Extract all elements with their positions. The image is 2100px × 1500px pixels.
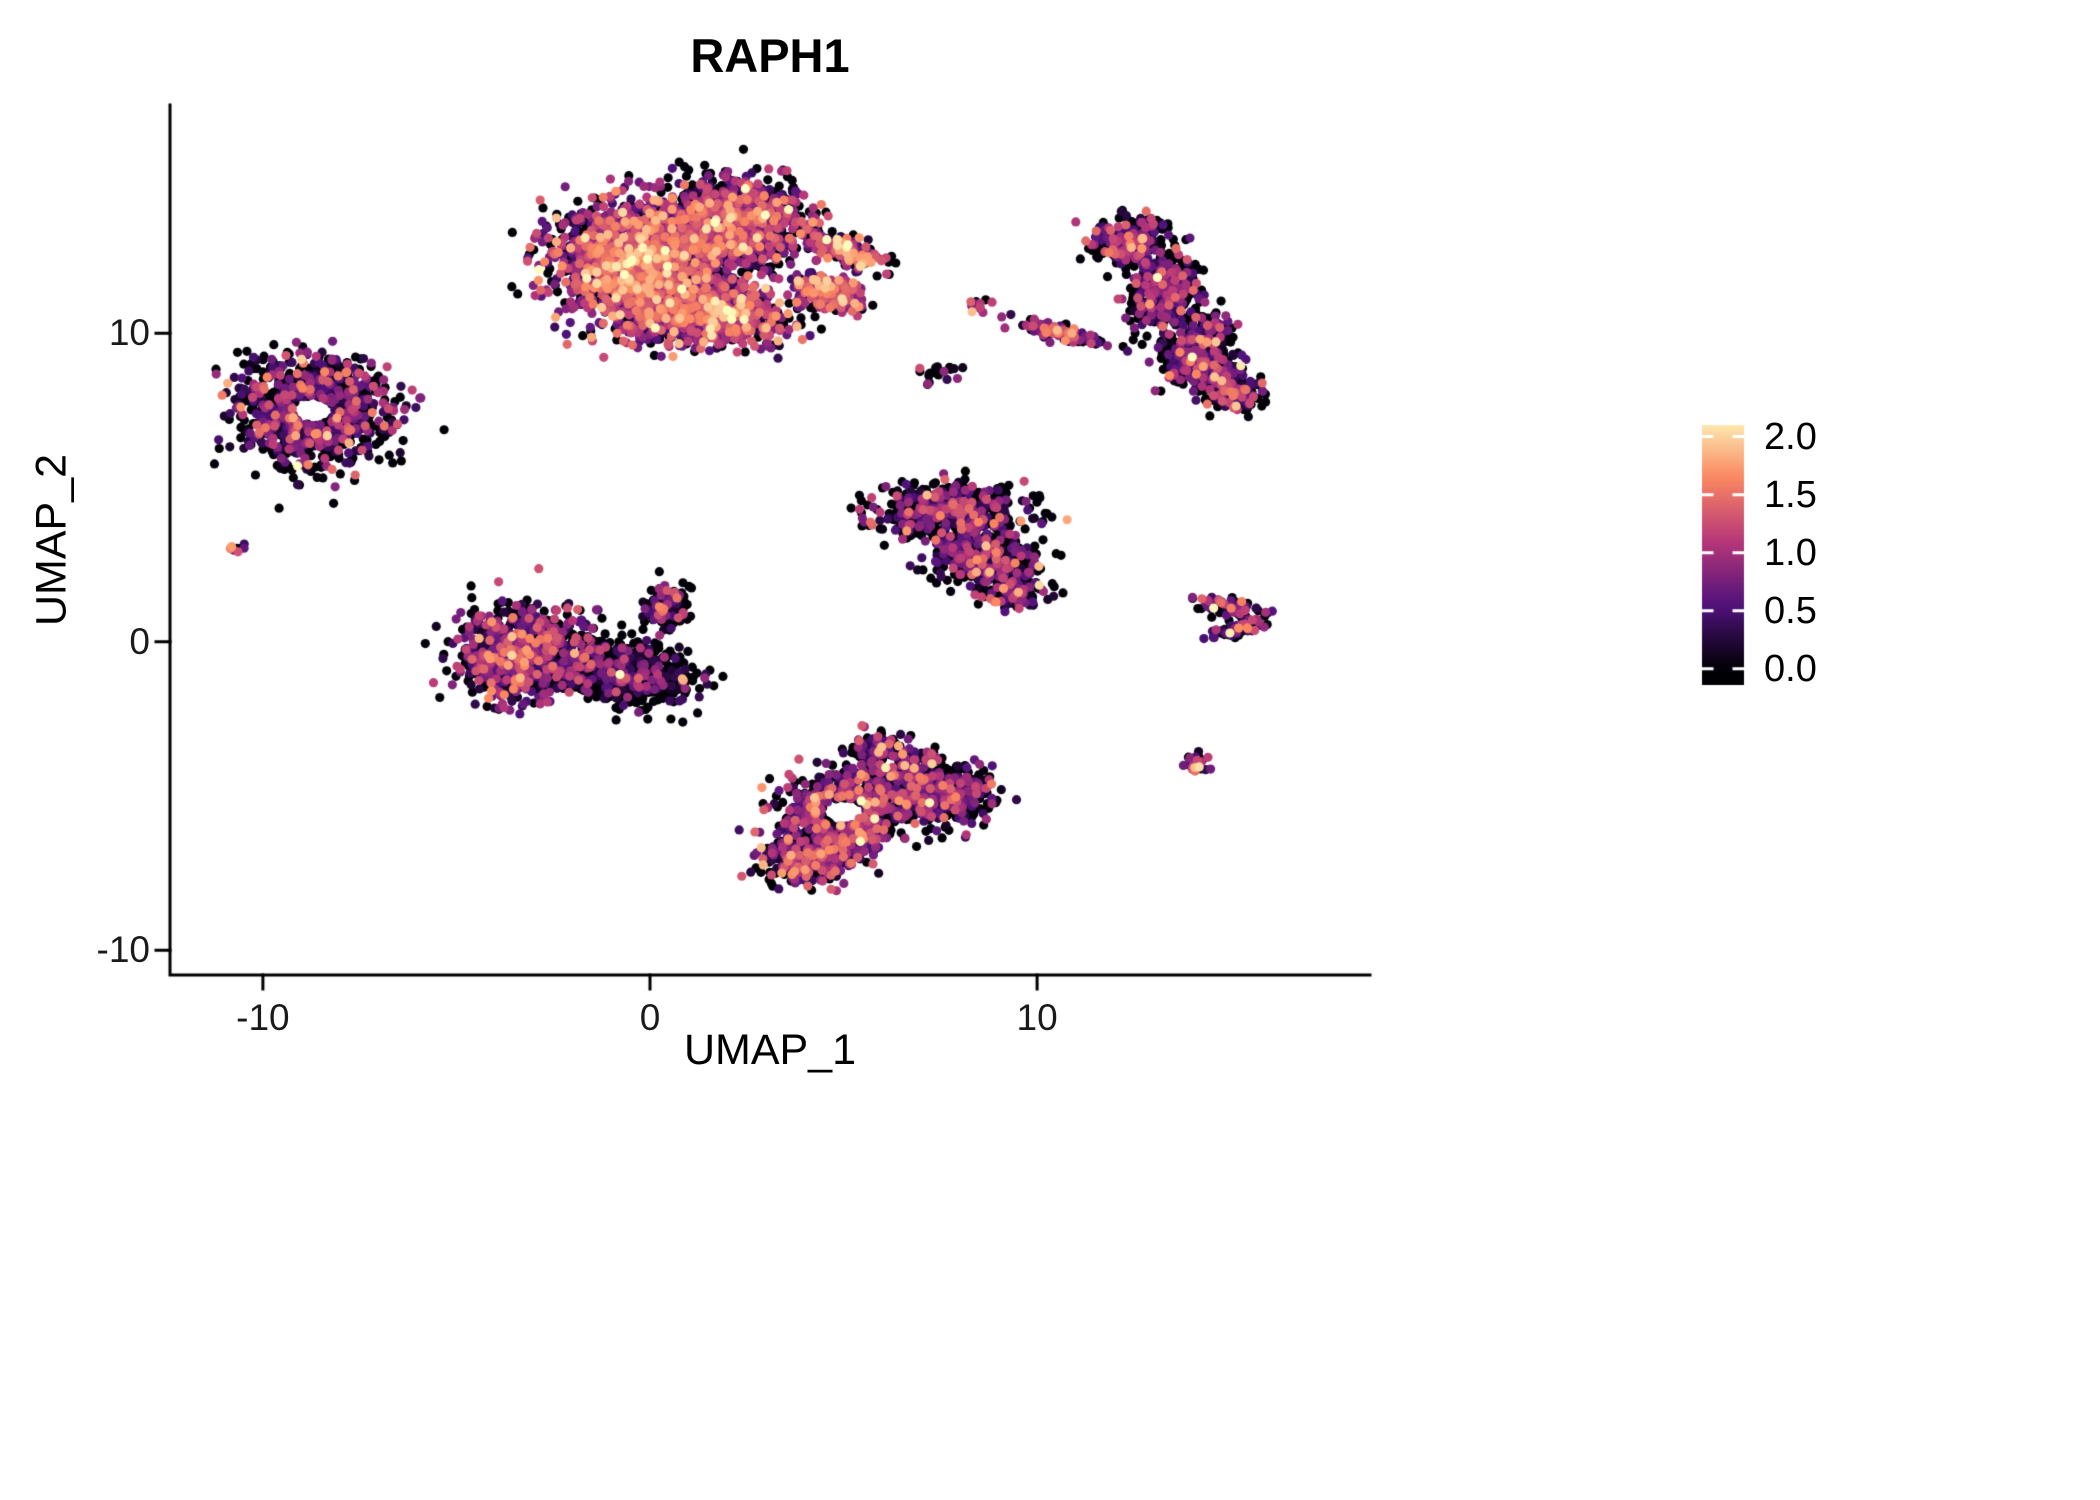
legend-tick-label: 0.5 [1764, 589, 1817, 632]
y-tick-label: 0 [129, 620, 150, 662]
legend-tick-label: 2.0 [1764, 415, 1817, 458]
legend-tick-label: 1.5 [1764, 473, 1817, 516]
legend-tick-label: 1.0 [1764, 531, 1817, 574]
x-axis-label: UMAP_1 [683, 1026, 857, 1074]
x-tick-label: 0 [639, 997, 661, 1038]
y-tick-label: 10 [108, 312, 150, 354]
y-axis-label: UMAP_2 [27, 453, 76, 627]
legend-tick-label: 0.0 [1764, 647, 1817, 690]
x-tick-label: 10 [1016, 997, 1058, 1038]
y-tick-label: -10 [96, 929, 150, 971]
x-tick-label: -10 [236, 997, 290, 1038]
plot-title: RAPH1 [690, 29, 850, 82]
